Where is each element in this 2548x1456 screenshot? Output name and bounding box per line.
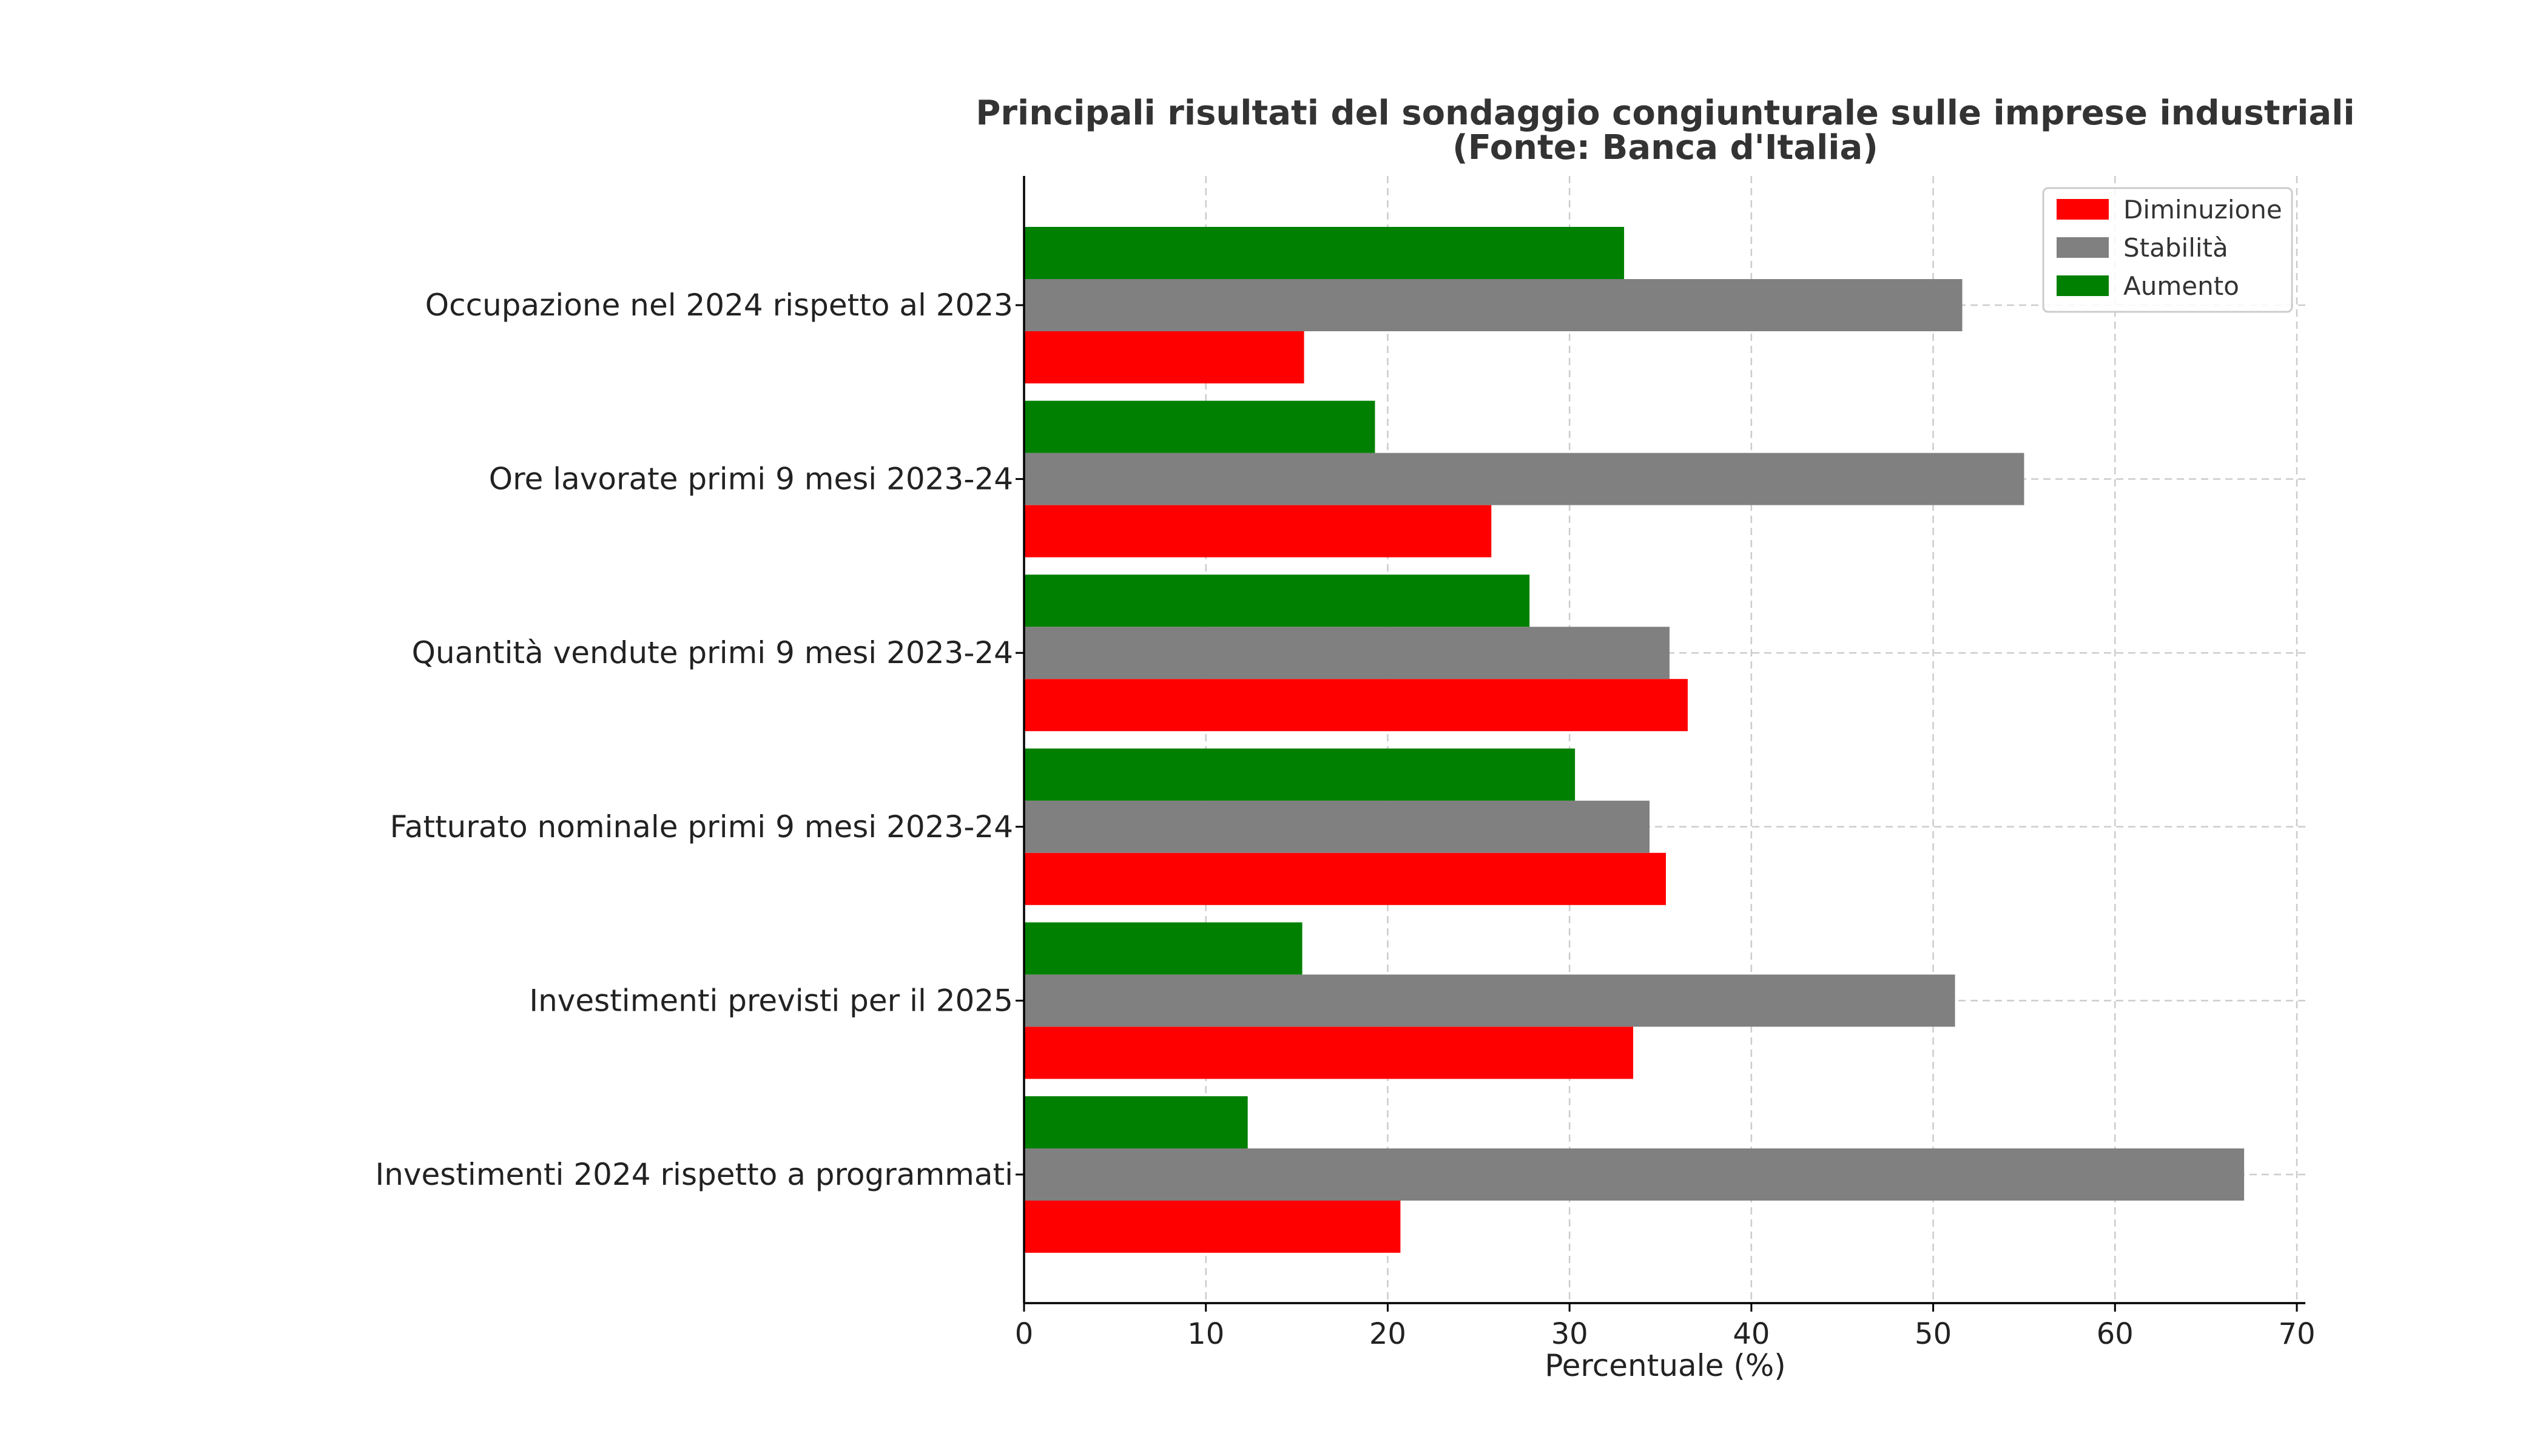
bar-aumento — [1024, 1096, 1248, 1148]
bar-stabilit — [1024, 974, 1955, 1027]
category-label: Investimenti 2024 rispetto a programmati — [375, 1157, 1013, 1192]
y-category-labels: Occupazione nel 2024 rispetto al 2023 Ore… — [375, 288, 1013, 1192]
category-label: Fatturato nominale primi 9 mesi 2023-24 — [390, 809, 1013, 844]
x-tick-label: 30 — [1551, 1317, 1588, 1351]
bar-aumento — [1024, 575, 1530, 627]
category-label: Ore lavorate primi 9 mesi 2023-24 — [489, 462, 1013, 497]
bar-stabilit — [1024, 627, 1670, 679]
legend: Diminuzione Stabilità Aumento — [2042, 187, 2293, 313]
bar-diminuzione — [1024, 852, 1666, 905]
x-tick-label: 40 — [1733, 1317, 1770, 1351]
legend-label: Aumento — [2123, 271, 2239, 301]
bar-diminuzione — [1024, 1026, 1634, 1079]
bar-diminuzione — [1024, 505, 1492, 558]
category-label: Occupazione nel 2024 rispetto al 2023 — [425, 288, 1013, 323]
legend-swatch — [2057, 275, 2109, 296]
bar-diminuzione — [1024, 331, 1304, 383]
bar-aumento — [1024, 748, 1576, 801]
bar-aumento — [1024, 227, 1625, 279]
legend-label: Diminuzione — [2123, 195, 2282, 224]
x-tick-label: 20 — [1369, 1317, 1406, 1351]
bar-stabilit — [1024, 453, 2024, 505]
legend-swatch — [2057, 199, 2109, 220]
bar-stabilit — [1024, 279, 1963, 331]
bar-diminuzione — [1024, 679, 1688, 732]
legend-label: Stabilità — [2123, 233, 2228, 263]
x-tick-label: 0 — [1015, 1317, 1034, 1351]
x-tick-label: 10 — [1187, 1317, 1224, 1351]
chart-title: Principali risultati del sondaggio congi… — [976, 93, 2354, 133]
bar-aumento — [1024, 400, 1375, 453]
chart-subtitle: (Fonte: Banca d'Italia) — [1452, 128, 1878, 167]
bar-stabilit — [1024, 1148, 2245, 1201]
category-label: Investimenti previsti per il 2025 — [529, 983, 1013, 1018]
category-label: Quantità vendute primi 9 mesi 2023-24 — [412, 635, 1013, 670]
x-tick-label: 50 — [1915, 1317, 1952, 1351]
x-ticks: 0 10 20 30 40 50 60 70 — [1015, 304, 2316, 1351]
bar-diminuzione — [1024, 1201, 1401, 1253]
x-axis-label: Percentuale (%) — [1545, 1348, 1786, 1383]
bar-stabilit — [1024, 800, 1650, 853]
bars-layer — [1024, 227, 2245, 1253]
bar-aumento — [1024, 922, 1303, 975]
axes-layer — [1023, 176, 2305, 1304]
legend-swatch — [2057, 237, 2109, 258]
x-tick-label: 60 — [2097, 1317, 2134, 1351]
x-tick-label: 70 — [2278, 1317, 2315, 1351]
